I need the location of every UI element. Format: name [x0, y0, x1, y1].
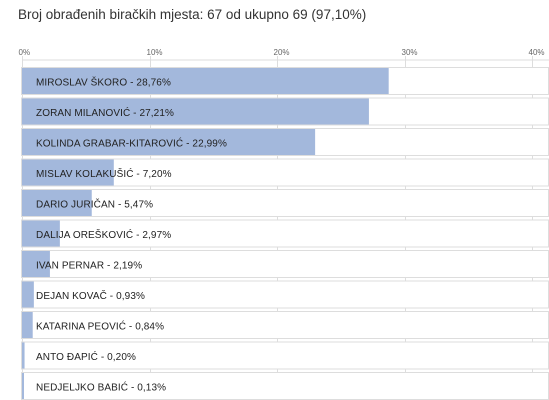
bar-label: DEJAN KOVAČ - 0,93%: [36, 289, 145, 302]
bars-layer: [22, 68, 389, 399]
tick-label-40: 40%: [529, 48, 545, 57]
labels-layer: MIROSLAV ŠKORO - 28,76% ZORAN MILANOVIĆ -…: [36, 76, 227, 394]
tick-label-30: 30%: [402, 48, 418, 57]
bar-label: KOLINDA GRABAR-KITAROVIĆ - 22,99%: [36, 137, 227, 150]
tick-label-20: 20%: [274, 48, 290, 57]
bar: [22, 342, 25, 369]
bar: [22, 68, 389, 94]
bar: [22, 373, 24, 399]
bar-label: DALIJA OREŠKOVIĆ - 2,97%: [36, 228, 171, 241]
bar: [22, 251, 50, 277]
tick-label-0: 0%: [19, 48, 31, 57]
bar-label: NEDJELJKO BABIĆ - 0,13%: [36, 381, 166, 394]
bar: [22, 281, 34, 308]
bar: [22, 159, 114, 186]
bar-label: MISLAV KOLAKUŠIĆ - 7,20%: [36, 167, 172, 180]
row-background: [21, 280, 549, 309]
bar: [22, 98, 369, 125]
bar-label: KATARINA PEOVIĆ - 0,84%: [36, 320, 164, 333]
processed-stations-header: Broj obrađenih biračkih mjesta: 67 od uk…: [18, 7, 367, 22]
bar-label: IVAN PERNAR - 2,19%: [36, 261, 142, 272]
bar: [22, 129, 316, 155]
bar-label: DARIO JURIČAN - 5,47%: [36, 198, 153, 211]
bar-label: MIROSLAV ŠKORO - 28,76%: [36, 76, 171, 89]
bar-label: ZORAN MILANOVIĆ - 27,21%: [36, 106, 174, 119]
tick-label-10: 10%: [147, 48, 163, 57]
bar-label: ANTO ĐAPIĆ - 0,20%: [36, 350, 136, 363]
bar: [22, 220, 60, 247]
row-background: [21, 341, 549, 370]
bar: [22, 190, 92, 216]
bar: [22, 312, 33, 338]
row-background: [21, 219, 549, 248]
